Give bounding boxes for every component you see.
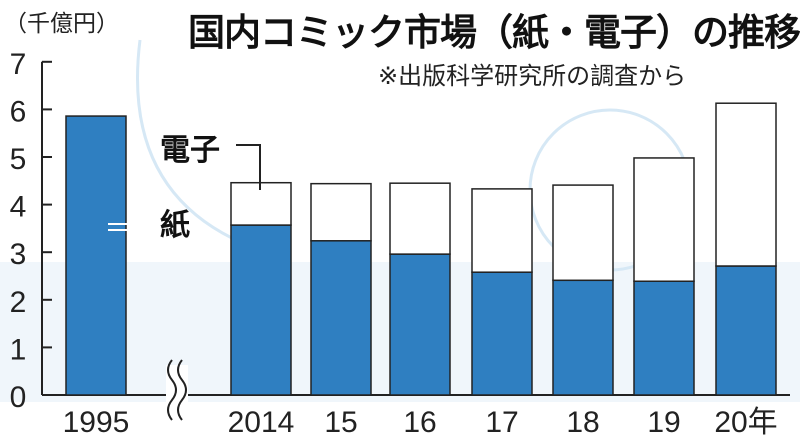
x-tick-label: 2014 xyxy=(228,406,295,439)
bar-digital xyxy=(389,182,451,255)
y-tick-label: 0 xyxy=(10,381,27,414)
axis-break-icon xyxy=(177,359,187,421)
bar-paper xyxy=(715,265,777,396)
bar-digital xyxy=(471,188,533,273)
decor-curve xyxy=(136,39,261,252)
y-tick-label: 4 xyxy=(10,191,27,224)
chart-subtitle: ※出版科学研究所の調査から xyxy=(378,62,687,90)
y-tick-label: 5 xyxy=(10,143,27,176)
bar-paper xyxy=(552,279,614,396)
axis-break-icon xyxy=(167,359,177,421)
y-tick-label: 6 xyxy=(10,95,27,128)
bar-paper xyxy=(389,253,451,396)
chart-title: 国内コミック市場（紙・電子）の推移 xyxy=(188,11,800,54)
y-tick-label: 3 xyxy=(10,238,27,271)
bar-paper xyxy=(310,240,372,396)
y-tick-label: 2 xyxy=(10,286,27,319)
bar-digital xyxy=(715,102,777,267)
x-tick-label: 16 xyxy=(403,406,436,439)
bar-paper xyxy=(471,271,533,396)
bar-paper xyxy=(65,115,127,396)
bar-digital xyxy=(310,182,372,242)
bar-paper xyxy=(633,280,695,396)
x-tick-label: 1995 xyxy=(63,406,130,439)
bar-digital xyxy=(633,157,695,282)
y-axis-unit: （千億円） xyxy=(4,11,119,37)
legend-label-digital: 電子 xyxy=(160,133,220,168)
bar-digital xyxy=(230,181,292,226)
legend-leader-digital xyxy=(236,144,261,190)
x-tick-label: 18 xyxy=(566,406,599,439)
y-tick-label: 7 xyxy=(10,48,27,81)
legend-label-paper: 紙 xyxy=(160,208,190,243)
x-tick-label: 17 xyxy=(485,406,518,439)
x-tick-label: 19 xyxy=(647,406,680,439)
bar-digital xyxy=(552,184,614,282)
y-tick-label: 1 xyxy=(10,333,27,366)
x-tick-label: 20年 xyxy=(714,406,777,439)
bar-paper xyxy=(230,224,292,396)
x-tick-label: 15 xyxy=(324,406,357,439)
